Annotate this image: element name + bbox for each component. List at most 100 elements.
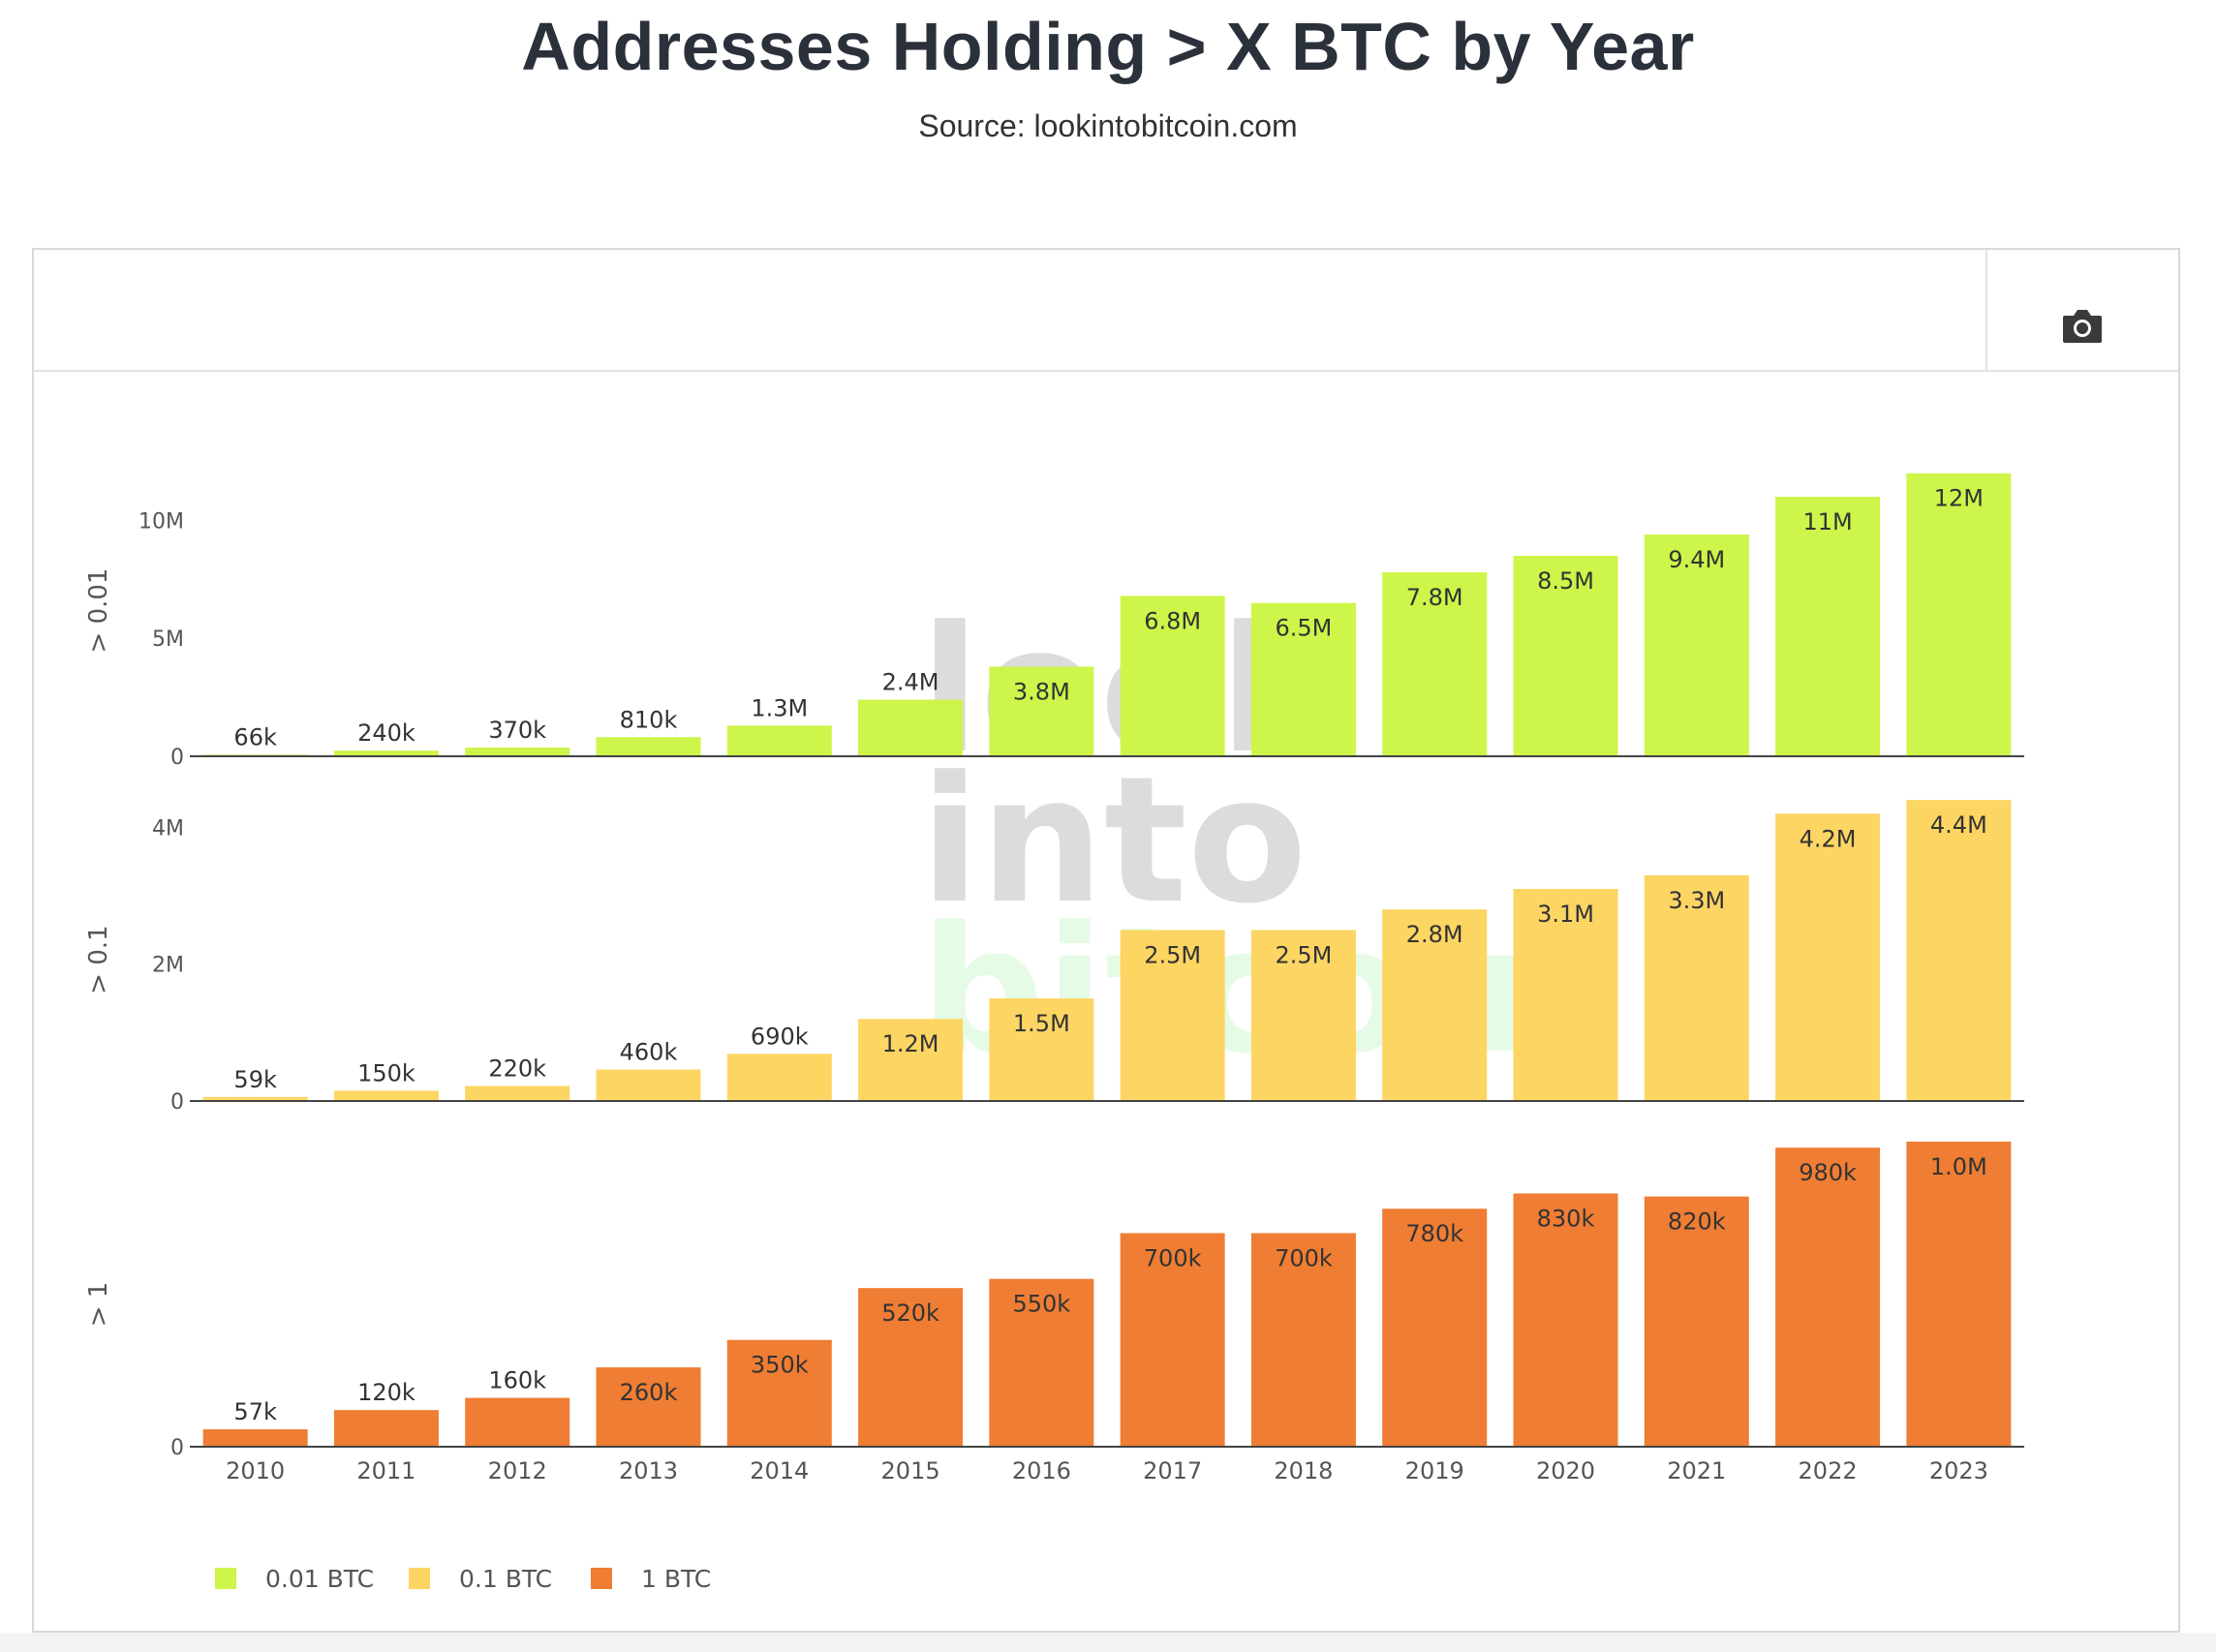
- data-label: 980k: [1799, 1159, 1857, 1186]
- data-label: 59k: [233, 1066, 277, 1093]
- x-tick-label: 2023: [1929, 1457, 1988, 1484]
- bar[interactable]: [1775, 497, 1881, 756]
- bar[interactable]: [1120, 596, 1225, 756]
- panel-2: 59k 150k 220k 460k 690k 1.2M 1.5M 2.5M 2.5M 2.8M 3…: [84, 800, 2024, 1115]
- data-label: 700k: [1144, 1244, 1202, 1271]
- data-label: 350k: [751, 1352, 809, 1379]
- bar[interactable]: [1644, 874, 1749, 1101]
- data-label: 2.5M: [1275, 941, 1332, 968]
- legend-label: 0.1 BTC: [459, 1565, 552, 1593]
- data-label: 150k: [357, 1059, 416, 1086]
- x-tick-label: 2010: [226, 1457, 285, 1484]
- y-tick-label: 0: [170, 1090, 184, 1115]
- data-label: 6.8M: [1144, 607, 1201, 634]
- bar[interactable]: [1250, 602, 1356, 756]
- bar[interactable]: [726, 725, 832, 756]
- bar[interactable]: [1382, 909, 1488, 1101]
- page-title: Addresses Holding > X BTC by Year: [521, 9, 1695, 84]
- bar[interactable]: [858, 1019, 964, 1101]
- data-label: 3.1M: [1537, 901, 1594, 928]
- legend-swatch: [409, 1568, 430, 1589]
- bar[interactable]: [989, 666, 1094, 756]
- bar[interactable]: [1775, 813, 1881, 1101]
- legend-label: 1 BTC: [641, 1565, 711, 1593]
- data-label: 220k: [488, 1055, 546, 1082]
- bar[interactable]: [726, 1054, 832, 1101]
- legend-swatch: [591, 1568, 612, 1589]
- y-tick-label: 10M: [138, 509, 184, 534]
- bar[interactable]: [1513, 889, 1618, 1101]
- watermark-line: into: [920, 740, 1308, 942]
- y-axis-title: > 0.01: [84, 568, 113, 654]
- x-tick-label: 2015: [881, 1457, 940, 1484]
- bar[interactable]: [989, 998, 1094, 1101]
- data-label: 240k: [357, 719, 416, 747]
- bar[interactable]: [726, 1339, 832, 1447]
- bar[interactable]: [1906, 473, 2012, 756]
- bar[interactable]: [1906, 1141, 2012, 1447]
- chart-toolbar: [34, 250, 2178, 372]
- data-label: 700k: [1275, 1244, 1333, 1271]
- x-tick-label: 2016: [1012, 1457, 1071, 1484]
- data-label: 810k: [620, 706, 678, 733]
- data-label: 160k: [488, 1367, 546, 1394]
- y-axis-title: > 1: [84, 1282, 113, 1328]
- bar[interactable]: [333, 750, 439, 756]
- data-label: 1.5M: [1013, 1010, 1070, 1037]
- bar[interactable]: [1382, 572, 1488, 756]
- data-label: 6.5M: [1275, 615, 1332, 642]
- bar[interactable]: [858, 699, 964, 756]
- bar[interactable]: [1513, 555, 1618, 756]
- data-label: 370k: [488, 717, 546, 744]
- bar[interactable]: [202, 1429, 308, 1447]
- bar[interactable]: [465, 1397, 570, 1447]
- legend-swatch: [215, 1568, 236, 1589]
- bar[interactable]: [1513, 1193, 1618, 1447]
- bar[interactable]: [1120, 930, 1225, 1101]
- bar[interactable]: [1775, 1147, 1881, 1447]
- data-label: 4.2M: [1800, 825, 1857, 852]
- x-tick-label: 2019: [1405, 1457, 1464, 1484]
- legend-item[interactable]: 0.01 BTC: [215, 1565, 374, 1593]
- data-label: 3.8M: [1013, 678, 1070, 705]
- data-label: 260k: [620, 1379, 678, 1406]
- bar[interactable]: [1644, 535, 1749, 756]
- legend: 0.01 BTC 0.1 BTC 1 BTC: [215, 1565, 711, 1593]
- data-label: 690k: [751, 1023, 809, 1050]
- bar[interactable]: [1120, 1233, 1225, 1447]
- x-tick-label: 2021: [1667, 1457, 1726, 1484]
- bar[interactable]: [333, 1090, 439, 1101]
- bar[interactable]: [596, 737, 701, 756]
- y-tick-label: 2M: [152, 954, 184, 978]
- bar[interactable]: [1250, 1233, 1356, 1447]
- data-label: 460k: [620, 1039, 678, 1066]
- bar[interactable]: [202, 1096, 308, 1101]
- camera-icon[interactable]: [2061, 306, 2104, 345]
- data-label: 1.0M: [1930, 1153, 1987, 1180]
- bar[interactable]: [989, 1278, 1094, 1447]
- y-tick-label: 0: [170, 1436, 184, 1460]
- bar[interactable]: [596, 1367, 701, 1447]
- y-tick-label: 5M: [152, 627, 184, 652]
- x-tick-label: 2017: [1143, 1457, 1202, 1484]
- data-label: 57k: [233, 1398, 277, 1425]
- bar[interactable]: [465, 747, 570, 756]
- x-tick-label: 2018: [1274, 1457, 1333, 1484]
- bar[interactable]: [1644, 1196, 1749, 1447]
- bar[interactable]: [465, 1086, 570, 1101]
- data-label: 12M: [1934, 485, 1984, 512]
- bar[interactable]: [1382, 1208, 1488, 1447]
- data-label: 3.3M: [1668, 887, 1725, 914]
- bar[interactable]: [1250, 930, 1356, 1101]
- bar[interactable]: [858, 1288, 964, 1447]
- y-tick-label: 0: [170, 746, 184, 770]
- bar[interactable]: [596, 1069, 701, 1101]
- bottom-strip: [0, 1633, 2216, 1652]
- legend-item[interactable]: 0.1 BTC: [409, 1565, 552, 1593]
- bar[interactable]: [333, 1410, 439, 1447]
- legend-item[interactable]: 1 BTC: [591, 1565, 711, 1593]
- data-label: 11M: [1802, 508, 1852, 535]
- data-label: 780k: [1405, 1220, 1463, 1247]
- bar[interactable]: [1906, 800, 2012, 1101]
